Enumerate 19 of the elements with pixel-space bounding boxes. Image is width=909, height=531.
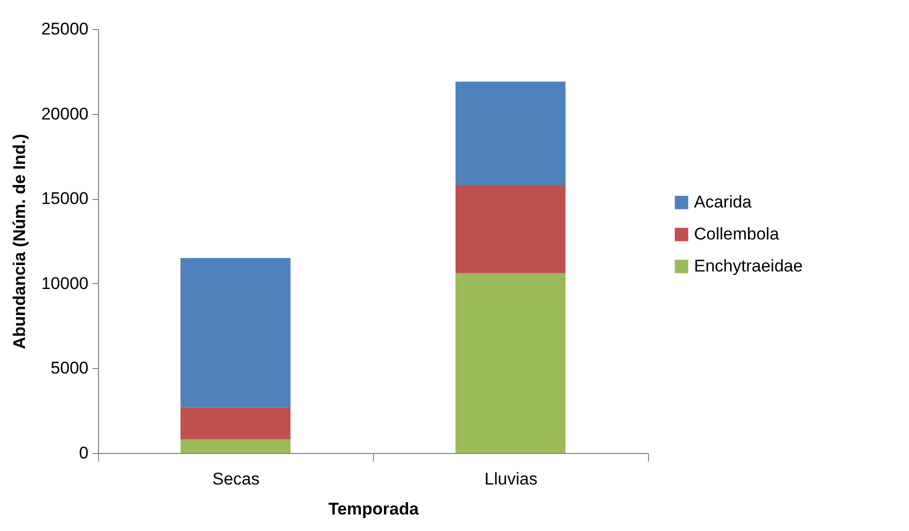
y-tick-label: 0 [79,444,88,462]
y-tick-label: 20000 [41,104,88,124]
x-axis-title: Temporada [328,500,420,518]
legend-label: Enchytraeidae [694,256,803,276]
bar [180,439,290,453]
y-tick-label: 25000 [41,20,88,38]
y-tick-label: 10000 [41,274,88,293]
bar [456,82,566,186]
bar [180,258,290,408]
x-tick-label: Secas [212,470,260,488]
y-axis-title: Abundancia (Núm. de Ind.) [10,134,30,350]
y-tick-label: 5000 [50,358,88,378]
y-tick-label: 15000 [41,189,88,208]
legend-label: Collembola [694,224,780,244]
x-tick-label: Lluvias [484,470,538,488]
bar [456,185,566,274]
bar [180,407,290,440]
bar [456,273,566,453]
legend-label: Acarida [694,192,752,212]
